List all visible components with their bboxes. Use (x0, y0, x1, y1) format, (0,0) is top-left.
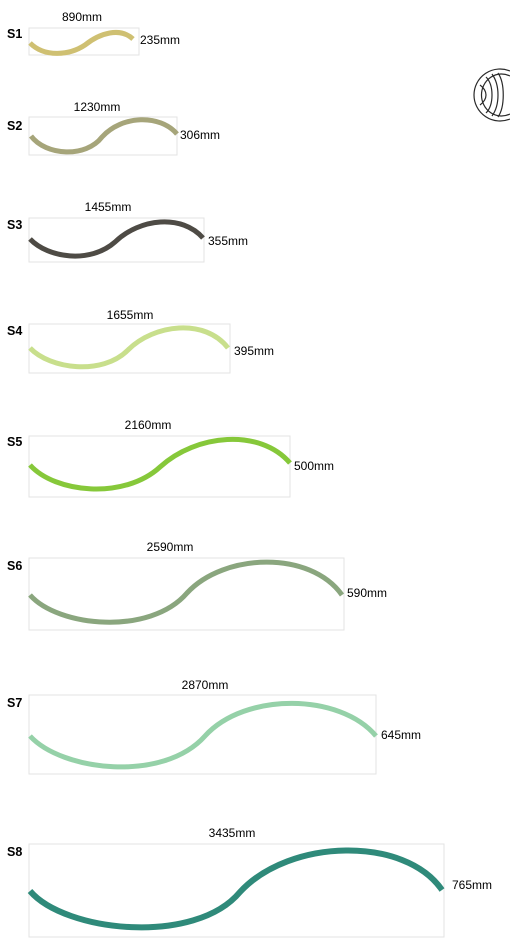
segment-s2: S2 1230mm 306mm (7, 100, 220, 156)
segment-wave (28, 436, 292, 492)
segment-bounding-box (28, 557, 345, 631)
segment-s7: S7 2870mm 645mm (7, 678, 421, 775)
segment-wave (27, 847, 445, 931)
segment-length-label: 2870mm (182, 678, 229, 692)
segment-wave (29, 117, 179, 155)
segment-height-label: 590mm (347, 586, 387, 600)
segment-wave (28, 325, 230, 370)
segment-length-label: 1655mm (107, 308, 154, 322)
segment-wave (28, 559, 345, 625)
segment-label: S7 (7, 696, 22, 710)
segment-label: S3 (7, 218, 22, 232)
segment-length-label: 890mm (62, 10, 102, 24)
segment-s5: S5 2160mm 500mm (7, 418, 334, 498)
segment-label: S6 (7, 559, 22, 573)
segment-height-label: 395mm (234, 344, 274, 358)
segment-s3: S3 1455mm 355mm (7, 200, 248, 263)
segment-length-label: 1455mm (85, 200, 132, 214)
segment-bounding-box (28, 323, 231, 374)
segment-s1: S1 890mm 235mm (7, 10, 180, 56)
segment-wave (28, 219, 205, 259)
segment-bounding-box (28, 27, 140, 56)
segment-height-label: 235mm (140, 33, 180, 47)
segment-wave (28, 700, 378, 770)
segment-length-label: 2590mm (147, 540, 194, 554)
segment-height-label: 500mm (294, 459, 334, 473)
segment-bounding-box (28, 116, 178, 156)
segment-length-label: 3435mm (209, 826, 256, 840)
segment-height-label: 355mm (208, 234, 248, 248)
segment-label: S8 (7, 845, 22, 859)
segment-label: S1 (7, 27, 22, 41)
segment-wave (28, 29, 135, 56)
coiled-tube-icon (473, 68, 510, 122)
segment-height-label: 765mm (452, 878, 492, 892)
segment-s8: S8 3435mm 765mm (7, 826, 492, 938)
segment-height-label: 645mm (381, 728, 421, 742)
segment-s4: S4 1655mm 395mm (7, 308, 274, 374)
segment-length-label: 1230mm (74, 100, 121, 114)
segment-length-label: 2160mm (125, 418, 172, 432)
segment-label: S5 (7, 435, 22, 449)
segment-height-label: 306mm (180, 128, 220, 142)
segment-label: S4 (7, 324, 22, 338)
segment-s6: S6 2590mm 590mm (7, 540, 387, 631)
segment-label: S2 (7, 119, 22, 133)
segment-bounding-box (28, 843, 445, 938)
